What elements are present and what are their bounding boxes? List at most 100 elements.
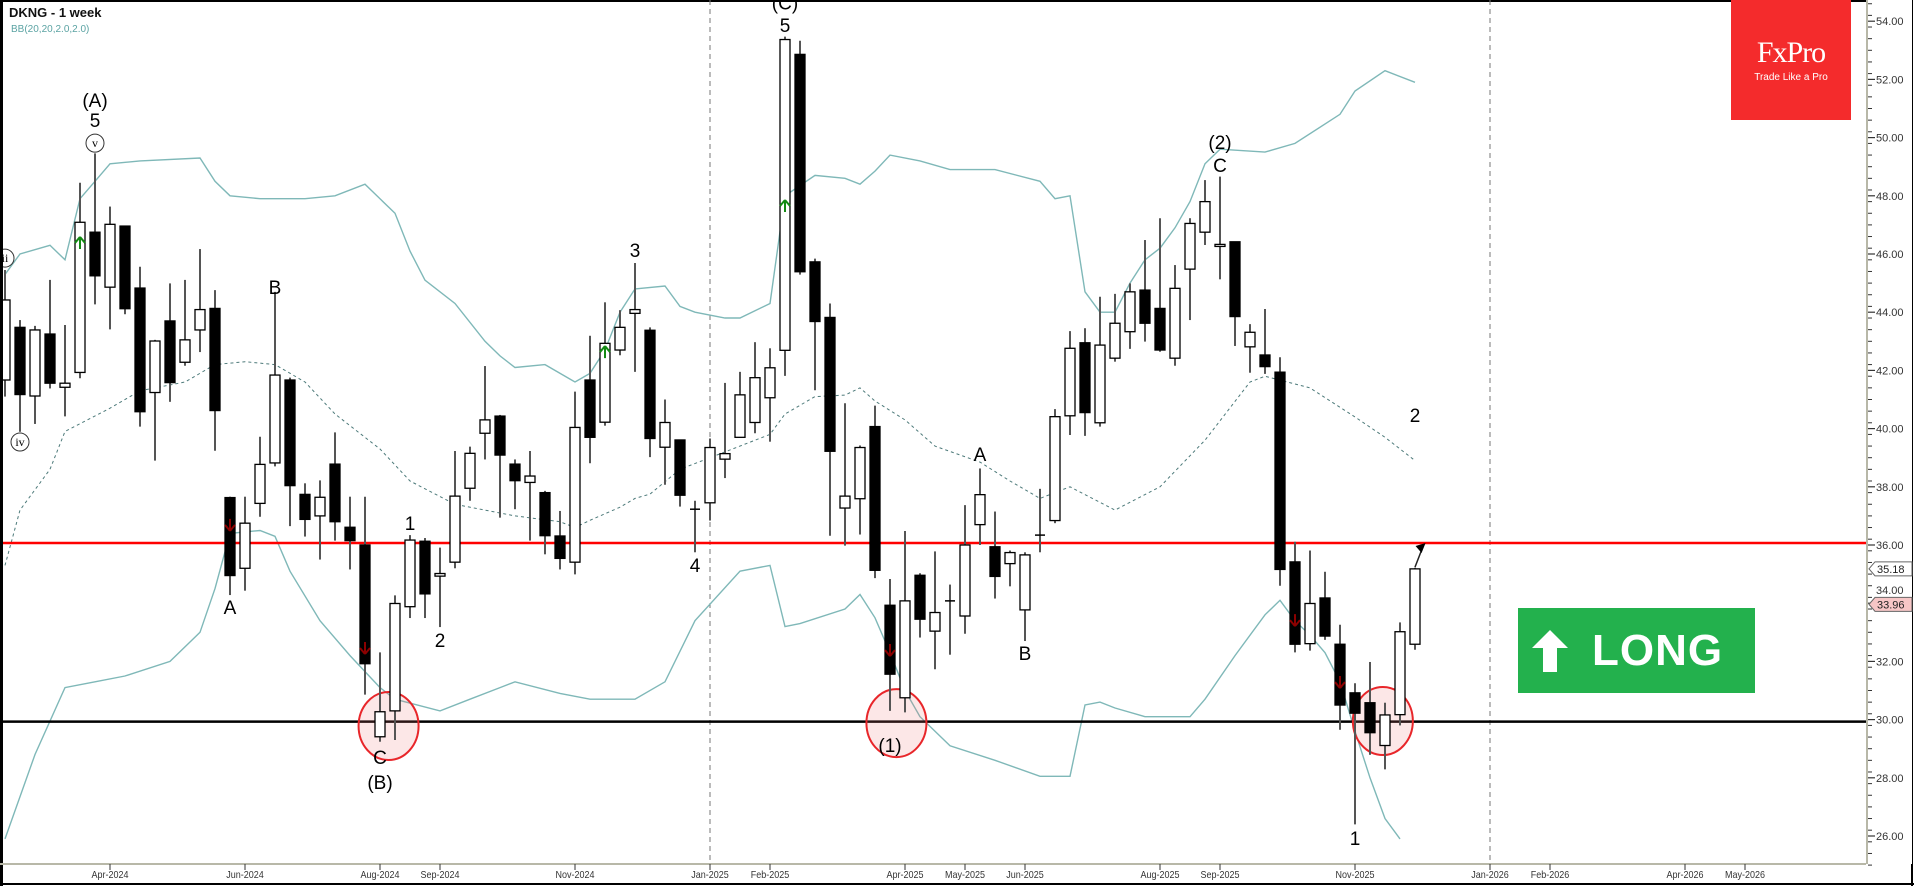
time-axis[interactable]: Apr-2024 Jun-2024 Aug-2024 Sep-2024 Nov-2024… <box>92 864 1765 881</box>
candle-down <box>1259 354 1271 368</box>
bollinger-upper-line <box>4 69 1416 383</box>
wave-label: C <box>1213 156 1227 177</box>
projection-arrow-head-icon <box>1415 543 1426 553</box>
arrow-up-icon <box>779 199 791 212</box>
candle-up <box>719 452 731 460</box>
price-axis[interactable]: 26.00 28.00 30.00 32.00 34.00 36.00 38.00 40.00… <box>1868 0 1913 866</box>
candle-down <box>644 329 656 440</box>
x-tick-label: Aug-2024 <box>361 870 400 882</box>
arrow-down-icon <box>884 644 896 657</box>
wave-label: (1) <box>878 736 901 757</box>
wave-label: 4 <box>690 556 701 577</box>
x-tick-label: Sep-2024 <box>421 870 460 882</box>
y-tick-label: 50.00 <box>1876 133 1904 145</box>
y-tick-label: 46.00 <box>1876 249 1904 261</box>
x-tick-label: Feb-2025 <box>751 870 789 882</box>
wave-label: A <box>224 598 237 619</box>
candle-up <box>599 342 611 423</box>
candle-down <box>1349 692 1361 714</box>
wave-label: C <box>373 748 387 769</box>
x-tick-label: Jan-2026 <box>1471 870 1508 882</box>
candle-down <box>134 287 146 413</box>
candle-down <box>14 326 26 396</box>
candle-down <box>1334 643 1346 706</box>
candle-up <box>629 308 641 315</box>
candle-up <box>1169 287 1181 359</box>
candle-up <box>959 544 971 617</box>
candle-up <box>929 611 941 632</box>
candle-up <box>239 522 251 569</box>
candle-down <box>344 526 356 542</box>
x-tick-label: Apr-2024 <box>92 870 129 882</box>
long-label: LONG <box>1592 625 1724 675</box>
y-tick-label: 32.00 <box>1876 656 1904 668</box>
candle-up <box>524 475 536 484</box>
candle-down <box>989 546 1001 578</box>
arrow-down-icon <box>1334 676 1346 689</box>
wave-label: (A) <box>82 91 107 112</box>
y-tick-label: 44.00 <box>1876 307 1904 319</box>
y-tick-label: 40.00 <box>1876 424 1904 436</box>
x-tick-label: Sep-2025 <box>1201 870 1240 882</box>
x-tick-label: Nov-2024 <box>556 870 595 882</box>
candle-down <box>1274 371 1286 571</box>
candle-up <box>464 452 476 489</box>
signal-arrows <box>74 199 1426 689</box>
candle-up <box>854 446 866 500</box>
candle-down <box>284 379 296 487</box>
fxpro-logo: FxPro Trade Like a Pro <box>1731 0 1851 120</box>
candle-up <box>749 377 761 424</box>
candle-down <box>884 604 896 675</box>
wave-label: (2) <box>1208 133 1231 154</box>
candle-down <box>539 491 551 537</box>
x-tick-label: Jun-2024 <box>226 870 263 882</box>
candle-down <box>794 53 806 273</box>
candle-down <box>869 425 881 571</box>
candle-up <box>764 367 776 399</box>
candle-up <box>194 308 206 331</box>
candle-down <box>554 535 566 560</box>
x-tick-label: Aug-2025 <box>1141 870 1180 882</box>
candle-up <box>779 38 791 351</box>
candle-down <box>914 574 926 620</box>
candle-up <box>1049 416 1061 522</box>
candle-up <box>374 711 386 738</box>
wave-label: 5 <box>780 16 791 37</box>
candle-down <box>89 231 101 277</box>
candle-down <box>1229 241 1241 318</box>
y-tick-label: 28.00 <box>1876 773 1904 785</box>
wave-label-circle <box>85 133 105 153</box>
candle-down <box>674 439 686 496</box>
candle-up <box>614 326 626 351</box>
wave-label: 5 <box>90 111 101 132</box>
wave-label: 1 <box>1350 829 1361 850</box>
wave-label-circle <box>3 248 15 268</box>
candle-up <box>404 539 416 608</box>
candle-up <box>59 382 71 388</box>
candle-up <box>1019 554 1031 611</box>
candle-up <box>974 494 986 526</box>
candle-up <box>179 339 191 363</box>
arrow-down-icon <box>1289 614 1301 627</box>
x-tick-label: May-2026 <box>1725 870 1765 882</box>
candle-up <box>434 572 446 577</box>
candle-up <box>104 223 116 288</box>
candle-up <box>479 419 491 434</box>
price-tag-label: 35.18 <box>1877 564 1905 576</box>
y-tick-label: 48.00 <box>1876 191 1904 203</box>
wave-label-circle <box>10 432 30 452</box>
candle-up <box>1124 291 1136 333</box>
candle-up <box>1394 631 1406 716</box>
bollinger-lower-line <box>4 529 1401 840</box>
arrow-down-icon <box>359 642 371 655</box>
candle-up <box>1214 243 1226 248</box>
horizontal-levels <box>3 541 1866 723</box>
wave-label: iv <box>15 435 24 449</box>
y-tick-label: 52.00 <box>1876 74 1904 86</box>
highlight-circle <box>357 691 420 762</box>
candle-up <box>1379 714 1391 747</box>
candle-up <box>389 602 401 712</box>
